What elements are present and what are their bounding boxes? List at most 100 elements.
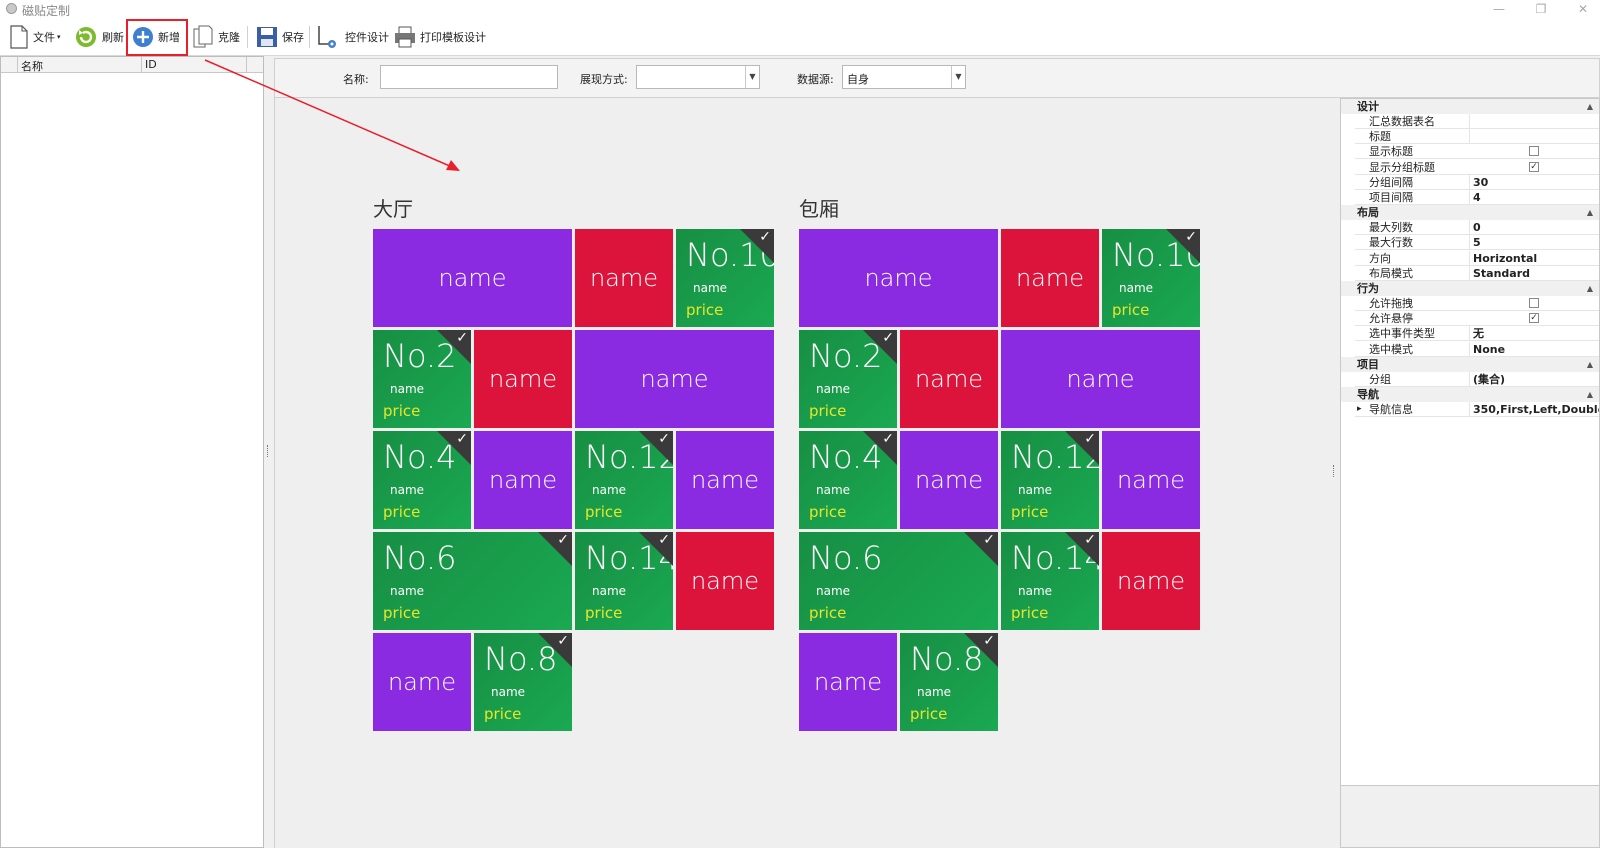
tile[interactable]: name [799,633,897,731]
property-row[interactable]: 显示标题 [1355,144,1599,160]
control-design-icon [318,26,336,48]
tile[interactable]: name [373,229,572,327]
property-checkbox[interactable]: ✓ [1529,313,1539,324]
tile[interactable]: name [799,229,998,327]
property-category[interactable]: 项目 ▲ [1341,356,1599,372]
property-row[interactable]: 汇总数据表名 [1355,114,1599,129]
record-grid[interactable]: 名称 ID [0,56,264,848]
tile[interactable]: No.4 name price ✓ [373,431,471,529]
close-button[interactable]: ✕ [1577,2,1589,16]
tile[interactable]: No.4 name price ✓ [799,431,897,529]
property-checkbox[interactable]: ✓ [1529,161,1539,172]
tile[interactable]: name [373,633,471,731]
property-category[interactable]: 导航 ▲ [1341,387,1599,402]
property-category[interactable]: 设计 ▲ [1341,99,1599,114]
tile[interactable]: No.2 name price ✓ [373,330,471,428]
tile[interactable]: name [1102,532,1200,630]
tile[interactable]: No.2 name price ✓ [799,330,897,428]
tile[interactable]: name [474,431,572,529]
clone-button[interactable]: 克隆 [191,22,240,52]
collapse-icon[interactable]: ▲ [1586,284,1593,293]
property-checkbox[interactable] [1529,146,1539,157]
tile[interactable]: name [900,431,998,529]
control-design-button[interactable]: 控件设计 [316,22,389,52]
property-value[interactable]: None [1469,341,1599,357]
property-category[interactable]: 行为 ▲ [1341,281,1599,296]
property-category[interactable]: 布局 ▲ [1341,205,1599,221]
property-value[interactable]: 350,First,Left,Double... [1469,402,1599,417]
collapse-icon[interactable]: ▲ [1586,102,1593,111]
tile-price: price [809,604,847,622]
collapse-icon[interactable]: ▲ [1586,390,1593,399]
property-value[interactable] [1469,129,1599,145]
property-row[interactable]: 允许悬停 ✓ [1355,311,1599,327]
refresh-button[interactable]: 刷新 [73,22,124,52]
tile[interactable]: No.8 name price ✓ [900,633,998,731]
collapse-icon[interactable]: ▲ [1586,359,1593,369]
tile[interactable]: name [1001,229,1099,327]
tile[interactable]: No.14 name price ✓ [1001,532,1099,630]
tile[interactable]: name [676,431,774,529]
restore-button[interactable]: ❐ [1535,2,1547,16]
property-value[interactable]: 无 [1469,326,1599,342]
tile-name: name [914,365,984,393]
grid-column-name[interactable]: 名称 [21,60,43,73]
tile[interactable]: name [575,229,673,327]
tile[interactable]: name [575,330,774,428]
tile-name: name [640,365,709,393]
chevron-down-icon[interactable]: ▼ [745,66,759,88]
tile[interactable]: name [1001,330,1200,428]
property-value[interactable]: 0 [1469,220,1599,236]
property-row[interactable]: 项目间隔 4 [1355,190,1599,205]
property-row[interactable]: 标题 [1355,129,1599,145]
property-value[interactable]: Horizontal [1469,250,1599,266]
tile-name: name [387,668,457,696]
add-button[interactable]: 新增 [131,22,180,52]
tile[interactable]: No.14 name price ✓ [575,532,673,630]
print-template-button[interactable]: 打印模板设计 [393,22,486,52]
tile[interactable]: name [676,532,774,630]
tile[interactable]: No.10 name price ✓ [676,229,774,327]
tile[interactable]: No.10 name price ✓ [1102,229,1200,327]
property-value[interactable]: 30 [1469,174,1599,190]
left-splitter[interactable] [267,445,269,457]
tile[interactable]: No.8 name price ✓ [474,633,572,731]
property-row[interactable]: 分组间隔 30 [1355,174,1599,190]
property-row[interactable]: ▸ 导航信息 350,First,Left,Double... [1355,402,1599,417]
property-row[interactable]: 最大行数 5 [1355,235,1599,251]
property-checkbox[interactable] [1529,298,1539,308]
save-button[interactable]: 保存 [255,22,304,52]
property-value[interactable] [1469,114,1599,129]
minimize-button[interactable]: — [1493,2,1505,16]
right-splitter[interactable] [1333,465,1335,477]
tile[interactable]: No.12 name price ✓ [575,431,673,529]
tile[interactable]: No.12 name price ✓ [1001,431,1099,529]
display-mode-select[interactable]: ▼ [636,65,760,89]
property-row[interactable]: 最大列数 0 [1355,220,1599,236]
name-input[interactable] [380,65,558,89]
chevron-down-icon[interactable]: ▼ [951,66,965,88]
tile[interactable]: name [900,330,998,428]
property-row[interactable]: 选中事件类型 无 [1355,326,1599,342]
property-value[interactable]: 5 [1469,235,1599,251]
property-name: 显示标题 [1369,145,1413,159]
property-row[interactable]: 允许拖拽 [1355,296,1599,311]
file-button[interactable]: 文件 ▾ [8,22,61,52]
tile[interactable]: No.6 name price ✓ [373,532,572,630]
tile[interactable]: name [474,330,572,428]
property-value[interactable]: 4 [1469,190,1599,205]
property-value[interactable]: Standard [1469,265,1599,281]
collapse-icon[interactable]: ▲ [1586,208,1593,218]
refresh-label: 刷新 [102,31,124,44]
property-row[interactable]: 选中模式 None [1355,341,1599,357]
property-value[interactable]: (集合) [1469,371,1599,387]
property-row[interactable]: 分组 (集合) [1355,371,1599,387]
property-row[interactable]: 布局模式 Standard [1355,265,1599,281]
tile[interactable]: No.6 name price ✓ [799,532,998,630]
property-row[interactable]: 显示分组标题 ✓ [1355,160,1599,175]
grid-column-id[interactable]: ID [145,58,157,71]
tile[interactable]: name [1102,431,1200,529]
data-source-select[interactable]: 自身 ▼ [842,65,966,89]
expand-icon[interactable]: ▸ [1357,404,1362,414]
property-row[interactable]: 方向 Horizontal [1355,250,1599,266]
